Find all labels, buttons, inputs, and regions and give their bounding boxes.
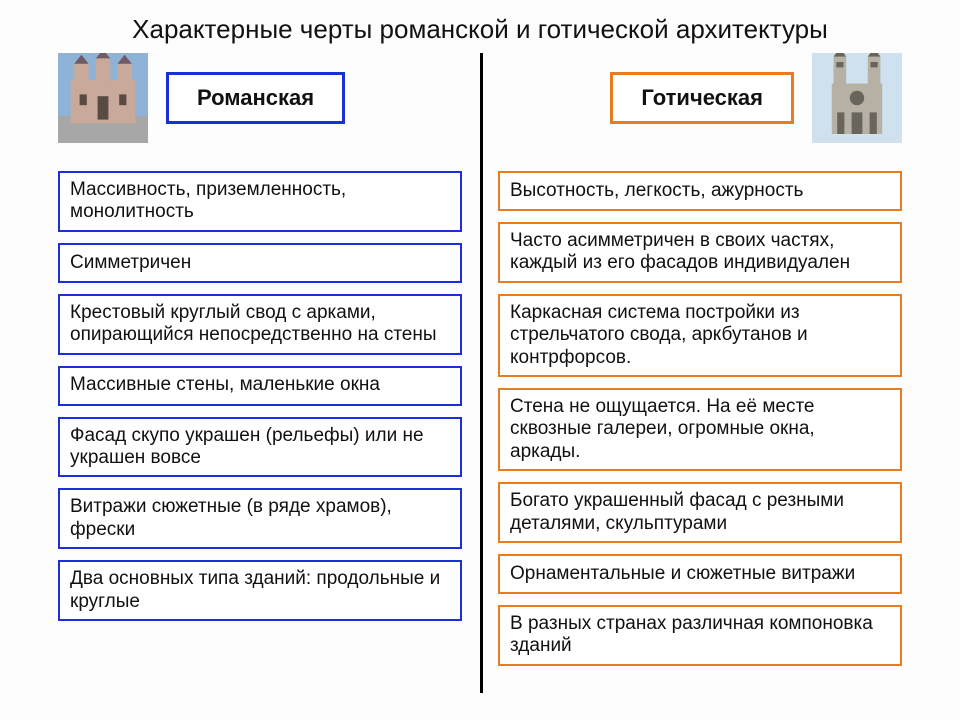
left-item: Фасад скупо украшен (рельефы) или не укр… (58, 417, 462, 478)
right-header-box: Готическая (610, 72, 794, 124)
left-item: Симметричен (58, 243, 462, 283)
right-item: Часто асимметричен в своих частях, кажды… (498, 222, 902, 283)
right-header-row: Готическая (498, 53, 902, 143)
romanesque-thumb (58, 53, 148, 143)
gothic-icon (812, 53, 902, 143)
right-column: Готическая Высотность, легк (480, 53, 920, 677)
left-item: Массивные стены, маленькие окна (58, 366, 462, 406)
left-header-box: Романская (166, 72, 345, 124)
page-title: Характерные черты романской и готической… (0, 0, 960, 53)
columns-wrapper: Романская Массивность, приземленность, м… (0, 53, 960, 677)
right-item: Высотность, легкость, ажурность (498, 171, 902, 211)
left-item: Два основных типа зданий: продольные и к… (58, 560, 462, 621)
right-item: Орнаментальные и сюжетные витражи (498, 554, 902, 594)
gothic-thumb (812, 53, 902, 143)
right-items: Высотность, легкость, ажурность Часто аси… (498, 171, 902, 666)
left-item: Витражи сюжетные (в ряде храмов), фрески (58, 488, 462, 549)
right-item: В разных странах различная компоновка зд… (498, 605, 902, 666)
left-column: Романская Массивность, приземленность, м… (40, 53, 480, 677)
left-header-row: Романская (58, 53, 462, 143)
romanesque-icon (58, 53, 148, 143)
center-divider (480, 53, 483, 693)
left-item: Массивность, приземленность, монолитност… (58, 171, 462, 232)
left-items: Массивность, приземленность, монолитност… (58, 171, 462, 621)
right-item: Стена не ощущается. На её месте сквозные… (498, 388, 902, 471)
right-item: Каркасная система постройки из стрельчат… (498, 294, 902, 377)
left-item: Крестовый круглый свод с арками, опирающ… (58, 294, 462, 355)
right-item: Богато украшенный фасад с резными деталя… (498, 482, 902, 543)
